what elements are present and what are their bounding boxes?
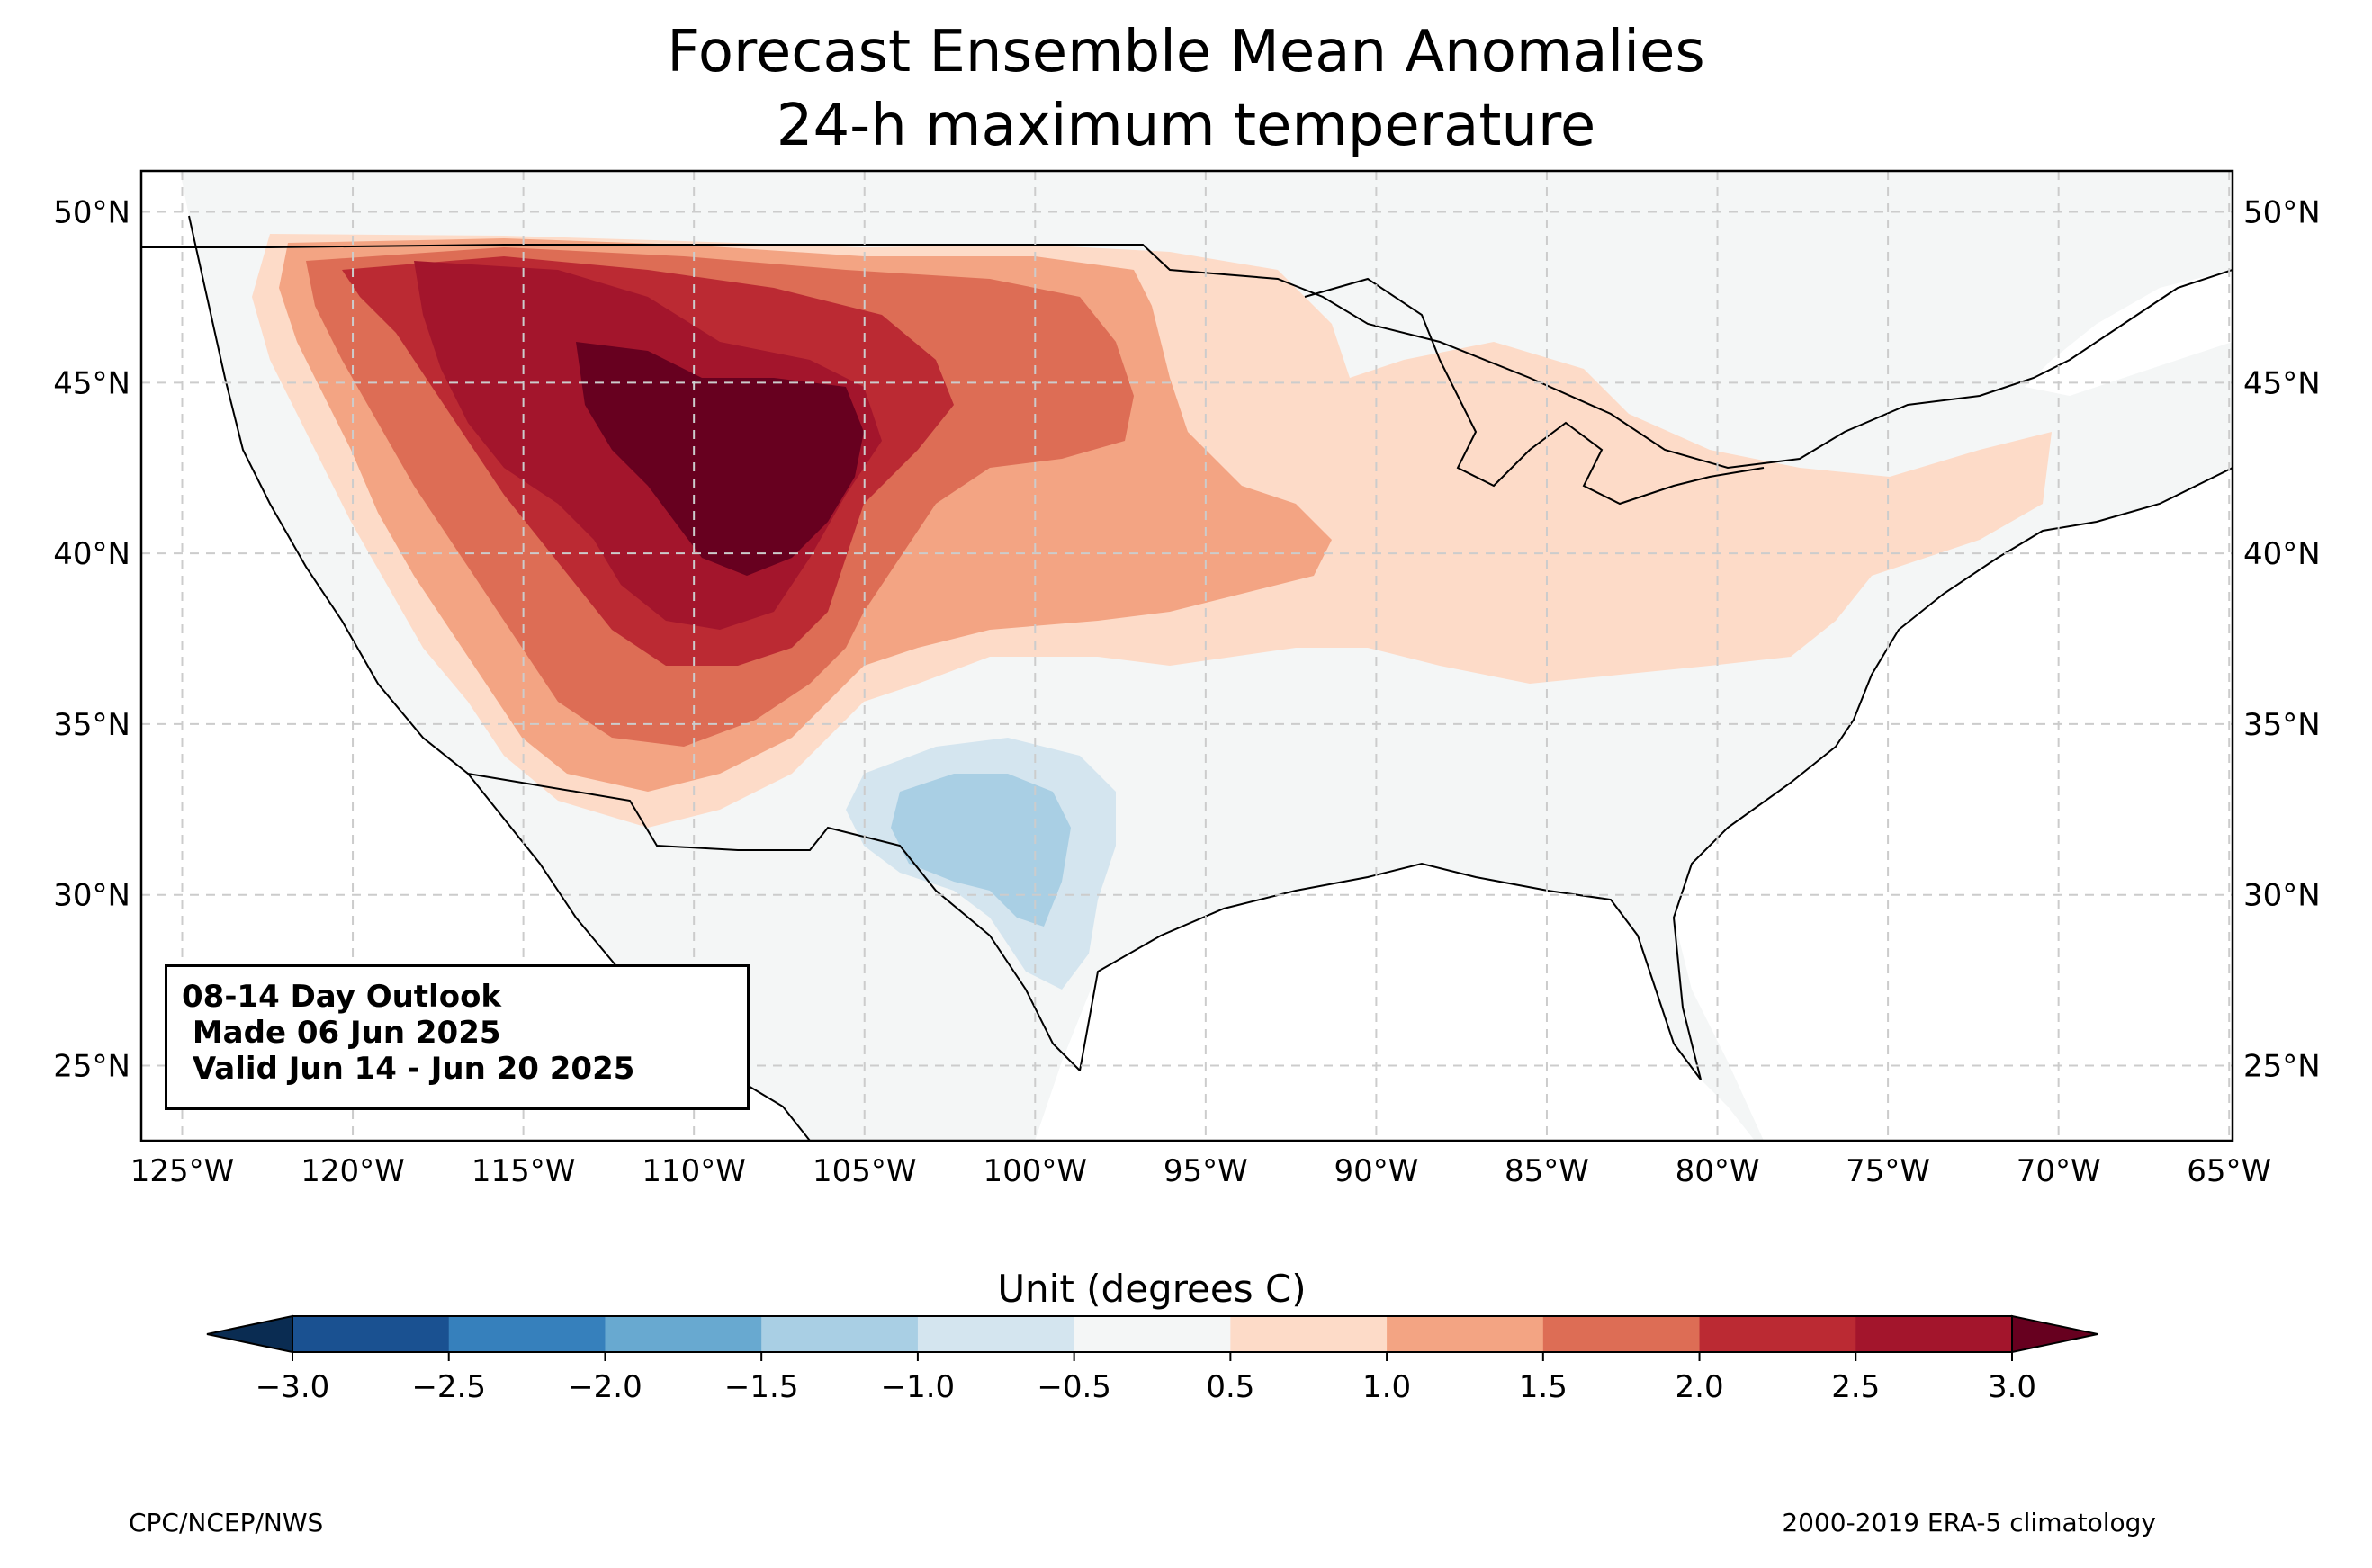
lon-tick: 105°W xyxy=(813,1153,917,1189)
colorbar-segment xyxy=(448,1316,606,1352)
atlantic-ocean xyxy=(1674,468,2233,1141)
footer-climatology: 2000-2019 ERA-5 climatology xyxy=(1782,1508,2156,1537)
colorbar-segment xyxy=(1074,1316,1231,1352)
map-frame xyxy=(139,169,2234,1142)
lat-tick-left: 40°N xyxy=(53,536,130,572)
anomaly-over-3.0 xyxy=(576,342,864,576)
colorbar-segment xyxy=(1699,1316,1856,1352)
lat-tick-right: 40°N xyxy=(2243,536,2321,572)
lon-tick: 90°W xyxy=(1334,1153,1418,1189)
lon-tick: 95°W xyxy=(1164,1153,1248,1189)
colorbar-segment xyxy=(1387,1316,1544,1352)
colorbar-frame xyxy=(292,1315,2013,1353)
title-line-1: Forecast Ensemble Mean Anomalies xyxy=(667,19,1705,85)
colorbar-under-arrow xyxy=(206,1314,293,1354)
colorbar-segment xyxy=(917,1316,1075,1352)
colorbar-segment xyxy=(1542,1316,1701,1352)
lon-tick: 85°W xyxy=(1505,1153,1589,1189)
pacific-ocean xyxy=(141,171,810,1141)
lat-tick-left: 45°N xyxy=(53,365,130,401)
gulf-coast xyxy=(1079,862,1702,1080)
colorbar-tick-label: −2.5 xyxy=(411,1369,486,1405)
great-lakes-outline xyxy=(1304,277,1765,506)
lon-tick: 65°W xyxy=(2187,1153,2271,1189)
lon-tick: 110°W xyxy=(642,1153,746,1189)
colorbar-segment xyxy=(1855,1316,2013,1352)
outlook-valid-range: Valid Jun 14 - Jun 20 2025 xyxy=(182,1051,635,1087)
colorbar-tick-labels: −3.0 −2.5 −2.0 −1.5 −1.0 −0.5 0.5 1.0 1.5 2.0 2.5 3… xyxy=(256,1352,2036,1405)
colorbar-tick-label: 1.0 xyxy=(1362,1369,1411,1405)
colorbar-tick-label: −3.0 xyxy=(256,1369,330,1405)
colorbar-tick-label: 1.5 xyxy=(1519,1369,1568,1405)
title-line-2: 24-h maximum temperature xyxy=(776,93,1596,159)
lon-tick: 115°W xyxy=(472,1153,576,1189)
colorbar-tick-label: 0.5 xyxy=(1206,1369,1254,1405)
lat-labels-left: 50°N 45°N 40°N 35°N 30°N 25°N xyxy=(53,195,130,1085)
ocean-areas xyxy=(141,171,2233,1141)
lat-tick-left: 30°N xyxy=(53,878,130,914)
lat-tick-right: 45°N xyxy=(2243,365,2321,401)
atlantic-coast xyxy=(1672,467,2233,1080)
lat-tick-left: 25°N xyxy=(53,1048,130,1084)
lon-tick: 70°W xyxy=(2017,1153,2101,1189)
lat-tick-right: 30°N xyxy=(2243,878,2321,914)
outlook-info-box: 08-14 Day Outlook Made 06 Jun 2025 Valid… xyxy=(165,964,750,1110)
lon-tick: 125°W xyxy=(130,1153,235,1189)
anomaly-negative-texas-2 xyxy=(891,774,1071,927)
colorbar-over-arrow xyxy=(2011,1314,2098,1354)
lon-tick: 100°W xyxy=(984,1153,1088,1189)
colorbar-tick-label: 2.0 xyxy=(1676,1369,1724,1405)
colorbar-segment xyxy=(292,1316,450,1352)
lon-tick: 75°W xyxy=(1846,1153,1930,1189)
lat-tick-left: 50°N xyxy=(53,195,130,231)
colorbar-tick-label: −2.0 xyxy=(568,1369,642,1405)
anomaly-contours xyxy=(252,234,2052,990)
gulf-of-mexico xyxy=(1035,864,1755,1141)
us-canada-border xyxy=(141,244,2233,470)
colorbar-title: Unit (degrees C) xyxy=(997,1267,1306,1311)
outlook-title: 08-14 Day Outlook xyxy=(182,979,502,1015)
lat-tick-right: 35°N xyxy=(2243,707,2321,743)
lon-labels: 125°W 120°W 115°W 110°W 105°W 100°W 95°W 90°W 85… xyxy=(130,1153,2271,1189)
lon-tick: 80°W xyxy=(1676,1153,1760,1189)
colorbar-tick-label: 2.5 xyxy=(1831,1369,1880,1405)
colorbar-tick-label: −1.5 xyxy=(724,1369,799,1405)
outlook-made-date: Made 06 Jun 2025 xyxy=(182,1015,501,1051)
lat-tick-right: 50°N xyxy=(2243,195,2321,231)
footer-source: CPC/NCEP/NWS xyxy=(129,1508,324,1537)
colorbar-tick-label: −1.0 xyxy=(881,1369,956,1405)
gulf-of-st-lawrence xyxy=(2025,270,2233,396)
colorbar-segment xyxy=(761,1316,919,1352)
lat-tick-left: 35°N xyxy=(53,707,130,743)
colorbar-segment xyxy=(1230,1316,1388,1352)
colorbar-segment xyxy=(605,1316,762,1352)
lon-tick: 120°W xyxy=(301,1153,405,1189)
colorbar xyxy=(206,1314,2098,1354)
colorbar-tick-label: −0.5 xyxy=(1037,1369,1111,1405)
lat-tick-right: 25°N xyxy=(2243,1048,2321,1084)
lat-labels-right: 50°N 45°N 40°N 35°N 30°N 25°N xyxy=(2243,195,2321,1085)
colorbar-tick-label: 3.0 xyxy=(1988,1369,2036,1405)
